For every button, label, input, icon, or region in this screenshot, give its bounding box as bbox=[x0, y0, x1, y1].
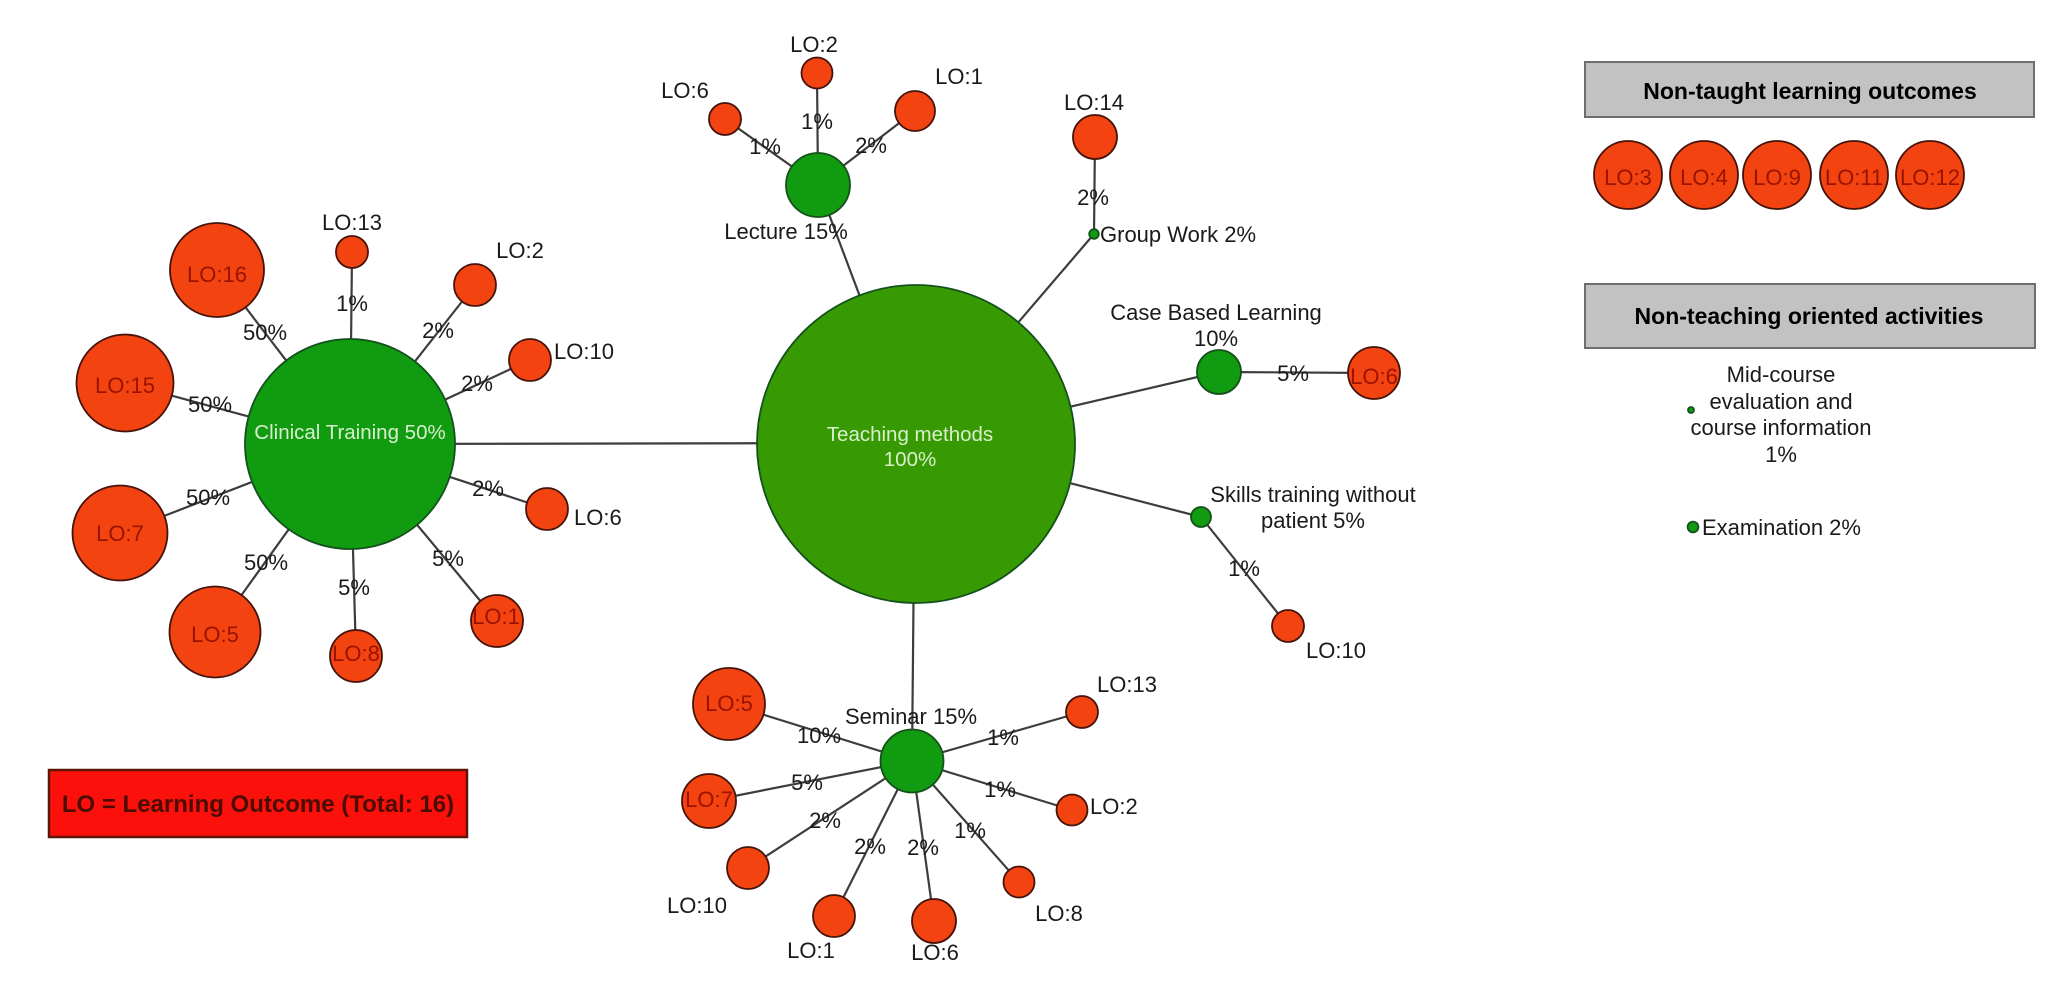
svg-text:LO:7: LO:7 bbox=[96, 521, 144, 546]
svg-text:patient 5%: patient 5% bbox=[1261, 508, 1365, 533]
svg-text:LO:4: LO:4 bbox=[1680, 165, 1728, 190]
svg-text:LO:5: LO:5 bbox=[705, 691, 753, 716]
svg-text:50%: 50% bbox=[244, 550, 288, 575]
svg-text:LO:6: LO:6 bbox=[574, 505, 622, 530]
svg-text:LO:12: LO:12 bbox=[1900, 165, 1960, 190]
svg-text:LO:13: LO:13 bbox=[322, 210, 382, 235]
svg-text:Teaching methods: Teaching methods bbox=[827, 423, 993, 446]
svg-text:LO:1: LO:1 bbox=[472, 604, 520, 629]
svg-text:5%: 5% bbox=[338, 575, 370, 600]
svg-text:2%: 2% bbox=[854, 834, 886, 859]
svg-text:LO:1: LO:1 bbox=[935, 64, 983, 89]
svg-text:LO:9: LO:9 bbox=[1753, 165, 1801, 190]
svg-text:50%: 50% bbox=[188, 392, 232, 417]
svg-text:2%: 2% bbox=[855, 133, 887, 158]
svg-text:LO:6: LO:6 bbox=[1350, 364, 1398, 389]
svg-text:Seminar 15%: Seminar 15% bbox=[845, 704, 977, 729]
svg-text:LO:8: LO:8 bbox=[1035, 901, 1083, 926]
svg-text:LO:10: LO:10 bbox=[1306, 638, 1366, 663]
svg-text:1%: 1% bbox=[801, 109, 833, 134]
svg-text:2%: 2% bbox=[461, 371, 493, 396]
svg-text:1%: 1% bbox=[987, 725, 1019, 750]
svg-text:LO:2: LO:2 bbox=[1090, 794, 1138, 819]
svg-text:evaluation and: evaluation and bbox=[1709, 389, 1852, 414]
svg-text:1%: 1% bbox=[984, 777, 1016, 802]
svg-text:LO:16: LO:16 bbox=[187, 262, 247, 287]
svg-text:LO:15: LO:15 bbox=[95, 373, 155, 398]
svg-text:50%: 50% bbox=[186, 485, 230, 510]
svg-text:50%: 50% bbox=[243, 320, 287, 345]
svg-text:10%: 10% bbox=[797, 723, 841, 748]
svg-text:LO:7: LO:7 bbox=[685, 787, 733, 812]
svg-text:Non-teaching oriented activiti: Non-teaching oriented activities bbox=[1635, 303, 1984, 329]
svg-text:2%: 2% bbox=[809, 808, 841, 833]
svg-text:LO:2: LO:2 bbox=[790, 32, 838, 57]
svg-text:Skills training without: Skills training without bbox=[1210, 482, 1415, 507]
svg-text:LO:13: LO:13 bbox=[1097, 672, 1157, 697]
svg-text:Lecture 15%: Lecture 15% bbox=[724, 219, 848, 244]
svg-text:LO:5: LO:5 bbox=[191, 622, 239, 647]
svg-text:1%: 1% bbox=[336, 291, 368, 316]
svg-text:LO:6: LO:6 bbox=[911, 940, 959, 965]
svg-text:2%: 2% bbox=[1077, 185, 1109, 210]
svg-text:Examination 2%: Examination 2% bbox=[1702, 515, 1861, 540]
svg-text:course information: course information bbox=[1691, 415, 1872, 440]
svg-text:LO:10: LO:10 bbox=[667, 893, 727, 918]
svg-text:10%: 10% bbox=[1194, 326, 1238, 351]
svg-text:LO = Learning Outcome (Total:: LO = Learning Outcome (Total: 16) bbox=[62, 791, 454, 818]
svg-text:2%: 2% bbox=[472, 476, 504, 501]
svg-text:Clinical Training 50%: Clinical Training 50% bbox=[254, 421, 445, 444]
svg-text:LO:11: LO:11 bbox=[1825, 165, 1883, 190]
svg-text:Mid-course: Mid-course bbox=[1727, 362, 1836, 387]
svg-text:100%: 100% bbox=[884, 448, 936, 471]
svg-text:2%: 2% bbox=[907, 835, 939, 860]
svg-text:5%: 5% bbox=[432, 546, 464, 571]
svg-text:LO:6: LO:6 bbox=[661, 78, 709, 103]
svg-text:LO:1: LO:1 bbox=[787, 938, 835, 963]
svg-text:Non-taught learning outcomes: Non-taught learning outcomes bbox=[1643, 78, 1977, 104]
svg-text:LO:2: LO:2 bbox=[496, 238, 544, 263]
svg-text:1%: 1% bbox=[954, 818, 986, 843]
svg-text:LO:14: LO:14 bbox=[1064, 90, 1124, 115]
svg-text:Group Work 2%: Group Work 2% bbox=[1100, 222, 1256, 247]
svg-text:1%: 1% bbox=[749, 134, 781, 159]
svg-text:LO:8: LO:8 bbox=[332, 641, 380, 666]
svg-text:1%: 1% bbox=[1228, 556, 1260, 581]
svg-text:1%: 1% bbox=[1765, 442, 1797, 467]
svg-text:LO:10: LO:10 bbox=[554, 339, 614, 364]
svg-text:5%: 5% bbox=[1277, 361, 1309, 386]
svg-text:2%: 2% bbox=[422, 318, 454, 343]
svg-text:Case Based Learning: Case Based Learning bbox=[1110, 300, 1322, 325]
svg-text:5%: 5% bbox=[791, 770, 823, 795]
svg-text:LO:3: LO:3 bbox=[1604, 165, 1652, 190]
